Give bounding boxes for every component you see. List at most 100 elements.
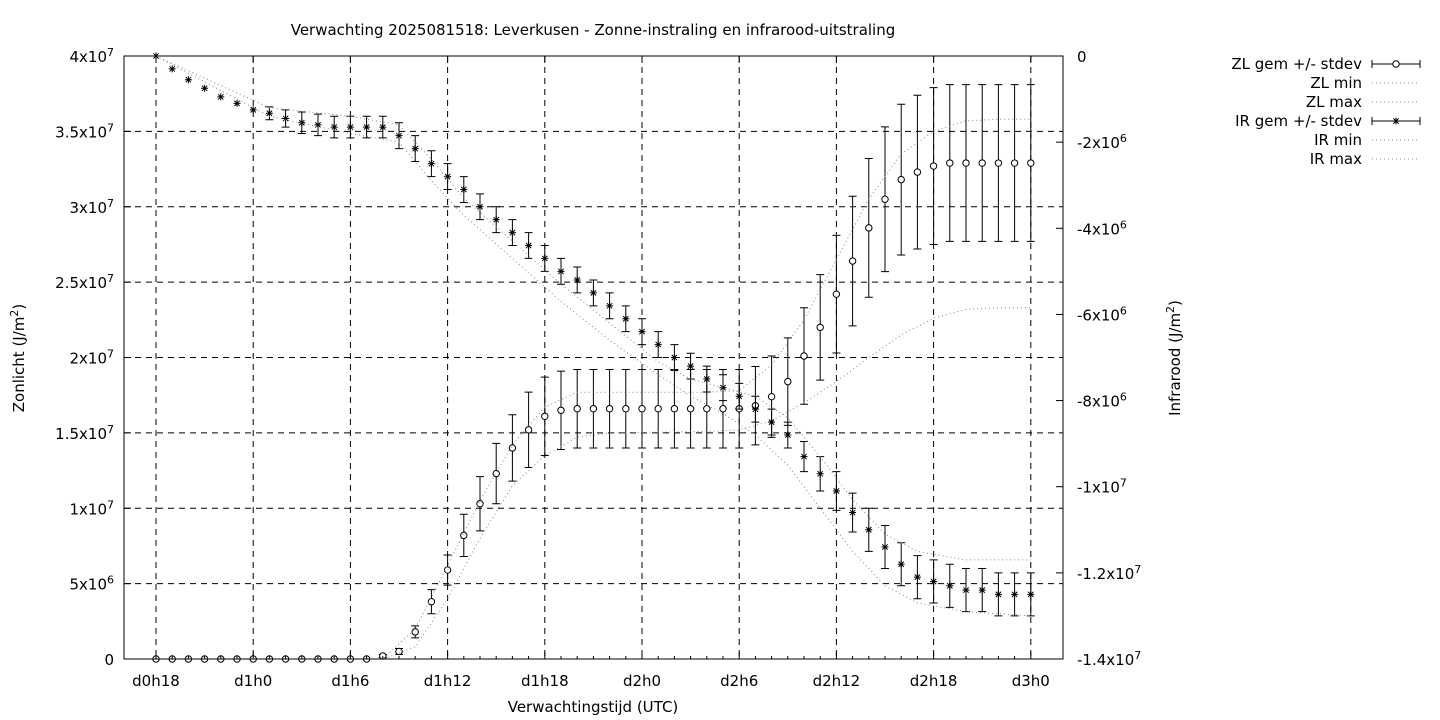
- star-marker-path: [314, 121, 322, 129]
- x-tick-label: d1h12: [424, 672, 472, 690]
- y-left-tick-label: 2x107: [69, 348, 114, 368]
- data-point: [622, 405, 630, 413]
- data-point: [330, 123, 338, 131]
- data-point: [217, 93, 225, 101]
- data-point: [1027, 159, 1035, 167]
- star-marker-path: [800, 453, 808, 461]
- data-point: [654, 341, 662, 349]
- data-point: [573, 405, 581, 413]
- data-point: [460, 531, 468, 540]
- data-point: [994, 159, 1003, 167]
- data-point: [913, 168, 922, 176]
- y-left-tick-label: 3x107: [69, 197, 114, 217]
- x-tick-label: d2h18: [910, 672, 958, 690]
- series-1: [156, 307, 1031, 660]
- y-left-tick-label: 1x107: [69, 498, 114, 518]
- data-point: [427, 160, 435, 168]
- star-marker-path: [265, 109, 273, 117]
- star-marker-path: [492, 216, 500, 224]
- data-point: [541, 254, 549, 262]
- data-point: [800, 352, 808, 360]
- star-marker-path: [687, 362, 695, 370]
- data-point: [541, 412, 549, 420]
- data-point: [622, 315, 630, 323]
- data-point: [282, 114, 290, 122]
- data-point: [962, 159, 970, 167]
- data-point: [994, 590, 1002, 598]
- data-point: [832, 487, 840, 495]
- star-marker-path: [622, 315, 630, 323]
- data-point: [930, 577, 938, 585]
- data-point: [719, 405, 727, 413]
- star-marker-path: [703, 375, 711, 383]
- data-point: [946, 582, 954, 590]
- star-marker-path: [573, 276, 581, 284]
- legend-marker: [1392, 60, 1400, 68]
- data-point: [589, 289, 597, 297]
- data-point: [848, 257, 857, 265]
- star-marker-path: [930, 577, 938, 585]
- star-marker-path: [525, 242, 533, 250]
- star-marker-path: [589, 289, 597, 297]
- star-marker-path: [913, 573, 921, 581]
- x-tick-label: d2h6: [720, 672, 758, 690]
- data-point: [298, 119, 306, 127]
- series-4: [155, 55, 1031, 617]
- data-point: [168, 65, 176, 73]
- star-marker-path: [184, 76, 192, 84]
- star-marker-path: [654, 341, 662, 349]
- star-marker-path: [670, 354, 678, 361]
- data-point: [201, 84, 209, 92]
- data-point: [508, 444, 517, 452]
- y-right-tick-label: -6x106: [1077, 304, 1127, 324]
- star-marker-path: [816, 470, 824, 478]
- x-tick-label: d3h0: [1012, 672, 1050, 690]
- data-point: [768, 418, 776, 426]
- data-point: [719, 384, 727, 392]
- x-tick-label: d2h0: [623, 672, 661, 690]
- data-point: [849, 509, 857, 517]
- data-point: [670, 405, 679, 413]
- star-marker-path: [541, 254, 549, 262]
- y-axis-label-left: Zonlicht (J/m2): [8, 304, 28, 413]
- y-right-tick-label: -2x106: [1077, 132, 1127, 152]
- star-marker-path: [881, 543, 889, 551]
- data-point: [767, 392, 776, 401]
- star-marker-path: [994, 590, 1002, 598]
- star-marker-path: [719, 384, 727, 392]
- data-point: [524, 426, 533, 434]
- star-marker-path: [168, 65, 176, 73]
- data-point: [606, 302, 614, 310]
- data-point: [444, 173, 452, 181]
- star-marker-path: [444, 173, 452, 181]
- star-marker-path: [460, 186, 468, 194]
- data-point: [735, 392, 743, 400]
- data-point: [233, 99, 241, 107]
- star-marker-path: [282, 114, 290, 122]
- data-point: [865, 224, 873, 232]
- data-point: [1010, 159, 1019, 167]
- data-point: [800, 453, 808, 461]
- data-point: [686, 405, 695, 413]
- data-point: [346, 123, 354, 131]
- data-point: [881, 195, 889, 203]
- star-marker-path: [395, 132, 403, 140]
- y-axis-label-right: Infrarood (J/m2): [1164, 300, 1184, 416]
- legend-label: ZL gem +/- stdev: [1231, 55, 1362, 73]
- data-point: [687, 362, 695, 370]
- y-right-tick-label: -1.4x107: [1077, 649, 1141, 669]
- data-point: [492, 469, 500, 478]
- data-point: [962, 586, 970, 594]
- star-marker-path: [476, 203, 484, 211]
- star-marker-path: [298, 119, 306, 127]
- x-tick-label: d1h0: [234, 672, 272, 690]
- star-marker-path: [946, 582, 954, 590]
- data-point: [508, 229, 516, 237]
- data-point: [605, 405, 614, 413]
- data-point: [881, 543, 889, 551]
- data-point: [395, 647, 403, 656]
- grid-lines: [124, 56, 1063, 659]
- y-left-tick-label: 0: [104, 651, 114, 669]
- legend-label: ZL max: [1306, 93, 1362, 111]
